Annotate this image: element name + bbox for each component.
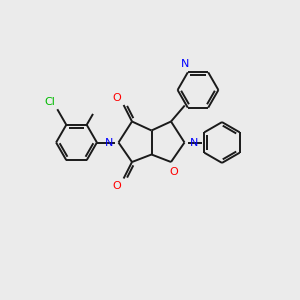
Text: O: O bbox=[112, 181, 121, 191]
Text: O: O bbox=[169, 167, 178, 176]
Text: N: N bbox=[181, 59, 190, 69]
Text: O: O bbox=[112, 93, 121, 103]
Text: N: N bbox=[105, 137, 113, 148]
Text: N: N bbox=[190, 137, 198, 148]
Text: Cl: Cl bbox=[45, 97, 56, 107]
